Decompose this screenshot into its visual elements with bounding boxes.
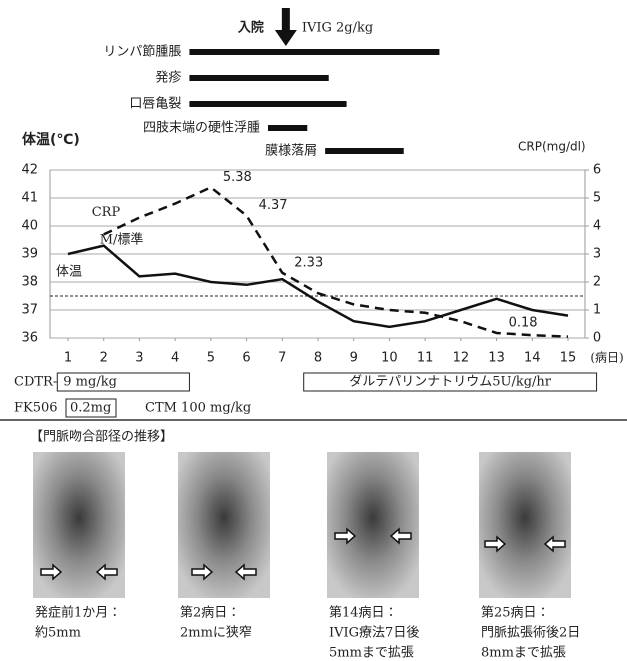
y2-tick-label: 6 — [593, 163, 601, 178]
symptom-label: リンパ節腫脹 — [103, 44, 181, 60]
fk506-name: FK506 — [14, 401, 58, 416]
x-tick-label: 5 — [207, 351, 215, 366]
y-tick-label: 42 — [21, 163, 38, 178]
symptom-label: 発疹 — [155, 71, 181, 86]
symptom-label: 口唇亀裂 — [129, 97, 181, 112]
y-tick-label: 39 — [21, 247, 38, 262]
x-tick-label: 4 — [171, 351, 179, 366]
image-caption: 8mmまで拡張 — [481, 646, 566, 661]
x-tick-label: 9 — [350, 351, 358, 366]
treatment-label: IVIG 2g/kg — [302, 21, 373, 36]
x-tick-label: 10 — [381, 351, 398, 366]
x-tick-label: 15 — [560, 351, 577, 366]
symptom-bar — [189, 101, 346, 107]
x-tick-label: 12 — [453, 351, 470, 366]
x-tick-label: 1 — [64, 351, 72, 366]
x-axis-title: (病日) — [590, 351, 623, 365]
symptom-bar — [325, 148, 404, 154]
y2-axis-title: CRP(mg/dl) — [518, 140, 586, 154]
image-caption: 第25病日： — [481, 605, 550, 621]
x-tick-label: 7 — [278, 351, 286, 366]
y-tick-label: 37 — [21, 303, 38, 318]
y2-tick-label: 2 — [593, 275, 601, 290]
x-tick-label: 8 — [314, 351, 322, 366]
y-tick-label: 41 — [21, 191, 38, 206]
series-line — [104, 187, 568, 336]
y-axis-title: 体温(℃) — [22, 131, 80, 148]
series-label: 体温 — [56, 265, 82, 280]
x-tick-label: 6 — [242, 351, 250, 366]
x-tick-label: 14 — [524, 351, 541, 366]
symptom-label: 膜様落屑 — [265, 144, 317, 159]
image-caption: 2mmに狭窄 — [180, 626, 252, 641]
symptom-label: 四肢末端の硬性浮腫 — [143, 120, 260, 136]
image-caption: 第14病日： — [329, 605, 398, 621]
data-label: 2.33 — [294, 255, 323, 270]
y2-tick-label: 1 — [593, 303, 601, 318]
image-caption: 5mmまで拡張 — [329, 646, 414, 661]
series-label: CRP — [92, 205, 121, 220]
ultrasound-image — [178, 452, 270, 598]
symptom-bar — [189, 75, 328, 81]
x-tick-label: 2 — [100, 351, 108, 366]
data-label: 0.18 — [509, 315, 538, 330]
image-caption: IVIG療法7日後 — [329, 626, 419, 641]
data-label: 4.37 — [259, 198, 288, 213]
symptom-bar — [189, 49, 439, 55]
image-caption: 発症前1か月： — [35, 605, 121, 621]
medication-dose: 9 mg/kg — [63, 375, 117, 390]
medication-dose: ダルテパリンナトリウム5U/kg/hr — [349, 375, 552, 390]
x-tick-label: 11 — [417, 351, 434, 366]
image-caption: 約5mm — [35, 626, 81, 641]
x-tick-label: 3 — [135, 351, 143, 366]
ultrasound-image — [33, 452, 125, 598]
figure: 体温(℃) CRP(mg/dl) 【門脈吻合部径の推移】 入院 IVIG 2g/k… — [0, 0, 627, 661]
symptom-bar — [268, 125, 307, 131]
ultrasound-image — [327, 452, 419, 598]
section-title: 【門脈吻合部径の推移】 — [30, 430, 173, 445]
y-tick-label: 40 — [21, 219, 38, 234]
data-label: 5.38 — [223, 170, 252, 185]
admission-label: 入院 — [237, 20, 264, 36]
admission-arrow — [275, 8, 297, 46]
image-caption: 門脈拡張術後2日 — [481, 625, 580, 641]
ultrasound-image — [479, 452, 571, 598]
y-tick-label: 36 — [21, 331, 38, 346]
x-tick-label: 13 — [488, 351, 505, 366]
fk506-dose: 0.2mg — [70, 401, 111, 416]
y2-tick-label: 0 — [593, 331, 601, 346]
y2-tick-label: 4 — [593, 219, 601, 234]
other-medication: CTM 100 mg/kg — [145, 401, 251, 416]
image-caption: 第2病日： — [180, 605, 240, 621]
y2-tick-label: 3 — [593, 247, 601, 262]
y2-tick-label: 5 — [593, 191, 601, 206]
annotation: M/標準 — [100, 232, 144, 248]
y-tick-label: 38 — [21, 275, 38, 290]
